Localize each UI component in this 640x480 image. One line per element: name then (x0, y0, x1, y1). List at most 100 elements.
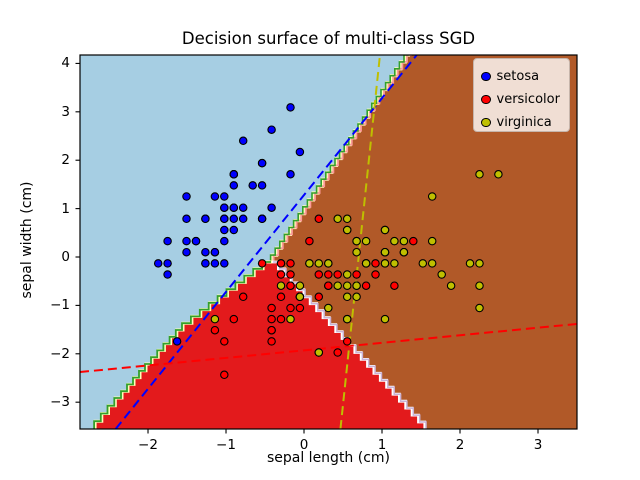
scatter-point-setosa (286, 103, 295, 112)
legend-label-setosa: setosa (496, 69, 540, 84)
scatter-point-virginica (475, 303, 484, 313)
scatter-point-setosa (201, 247, 210, 257)
scatter-point-versicolor (390, 281, 399, 290)
scatter-point-setosa (163, 236, 172, 246)
plot-title: Decision surface of multi-class SGD (181, 29, 476, 48)
scatter-point-virginica (427, 259, 437, 268)
scatter-point-virginica (342, 225, 352, 235)
scatter-point-versicolor (305, 236, 314, 246)
scatter-point-setosa (172, 337, 182, 346)
scatter-point-versicolor (324, 281, 333, 290)
blue-brown-boundary-fringe-2 (269, 55, 409, 262)
scatter-point-versicolor (371, 270, 380, 279)
scatter-point-setosa (238, 203, 248, 212)
scatter-point-virginica (305, 259, 314, 268)
versicolor-marker-icon (481, 94, 491, 105)
x-tick-label: −1 (216, 437, 236, 453)
x-tick-label: 1 (377, 437, 387, 453)
scatter-point-setosa (248, 181, 257, 190)
scatter-point-versicolor (276, 259, 286, 268)
scatter-point-virginica (333, 214, 342, 224)
scatter-point-setosa (191, 236, 201, 246)
scatter-point-setosa (182, 247, 191, 257)
scatter-point-setosa (229, 170, 239, 179)
scatter-point-virginica (494, 170, 503, 179)
y-tick-label: −1 (50, 297, 70, 314)
scatter-point-virginica (380, 314, 390, 324)
y-tick-label: 3 (61, 103, 70, 120)
scatter-point-versicolor (314, 214, 324, 224)
scatter-point-virginica (342, 270, 352, 279)
scatter-point-setosa (163, 270, 172, 279)
scatter-point-versicolor (333, 348, 342, 357)
scatter-point-setosa (182, 192, 191, 201)
scatter-point-setosa (238, 214, 248, 224)
scatter-point-setosa (220, 214, 229, 224)
scatter-point-setosa (210, 247, 220, 257)
y-tick-label: 2 (61, 152, 70, 169)
scatter-point-setosa (229, 181, 239, 190)
scatter-point-virginica (352, 236, 361, 246)
scatter-point-virginica (437, 270, 446, 279)
scatter-point-setosa (229, 225, 239, 235)
x-tick-label: 2 (455, 437, 465, 453)
scatter-point-virginica (295, 292, 305, 302)
axes-spines (79, 54, 578, 430)
x-tick-label: 0 (299, 437, 309, 453)
scatter-point-setosa (238, 136, 248, 146)
scatter-point-virginica (475, 281, 484, 290)
scatter-point-versicolor (324, 270, 333, 279)
scatter-point-virginica (361, 236, 371, 246)
scatter-point-versicolor (267, 325, 276, 335)
scatter-point-setosa (220, 203, 229, 212)
scatter-point-versicolor (371, 259, 380, 268)
scatter-point-setosa (220, 236, 229, 246)
x-tick-label: −2 (138, 437, 158, 453)
scatter-point-virginica (324, 259, 333, 268)
region-setosa (80, 55, 410, 429)
scatter-point-setosa (201, 214, 210, 224)
scatter-point-virginica (390, 259, 399, 268)
scatter-point-virginica (314, 259, 324, 268)
scatter-point-virginica (465, 259, 475, 268)
scatter-point-virginica (427, 192, 437, 201)
x-axis-label: sepal length (cm) (266, 450, 391, 466)
scatter-point-virginica (352, 292, 361, 302)
scatter-point-setosa (257, 214, 267, 224)
scatter-point-virginica (333, 281, 342, 290)
y-tick-label: −2 (50, 345, 70, 362)
scatter-point-virginica (314, 348, 324, 357)
scatter-point-virginica (380, 225, 390, 235)
scatter-point-virginica (390, 236, 399, 246)
scatter-point-versicolor (267, 337, 276, 346)
scatter-point-setosa (267, 125, 276, 134)
y-tick-label: 1 (61, 200, 70, 217)
scatter-point-virginica (324, 303, 333, 313)
scatter-point-virginica (475, 170, 484, 179)
legend-item-virginica: virginica (474, 111, 569, 134)
scatter-point-versicolor (314, 292, 324, 302)
scatter-point-versicolor (314, 270, 324, 279)
scatter-point-setosa (182, 214, 191, 224)
scatter-point-setosa (220, 192, 229, 201)
scatter-point-setosa (201, 259, 210, 268)
scatter-point-virginica (380, 247, 390, 257)
scatter-point-setosa (163, 259, 172, 268)
blue-red-boundary-fringe-0 (93, 260, 272, 429)
scatter-point-versicolor (333, 270, 342, 279)
scatter-point-versicolor (342, 337, 352, 346)
setosa-marker-icon (481, 71, 491, 82)
scatter-point-versicolor (286, 270, 295, 279)
scatter-point-versicolor (276, 270, 286, 279)
scatter-point-virginica (352, 247, 361, 257)
virginica-marker-icon (481, 117, 491, 128)
scatter-point-setosa (295, 147, 305, 157)
scatter-point-virginica (210, 314, 220, 324)
scatter-point-versicolor (229, 314, 239, 324)
scatter-point-versicolor (257, 259, 267, 268)
scatter-point-virginica (446, 281, 456, 290)
scatter-point-setosa (153, 259, 163, 268)
scatter-point-versicolor (276, 314, 286, 324)
scatter-point-versicolor (409, 236, 418, 246)
scatter-point-versicolor (238, 292, 248, 302)
